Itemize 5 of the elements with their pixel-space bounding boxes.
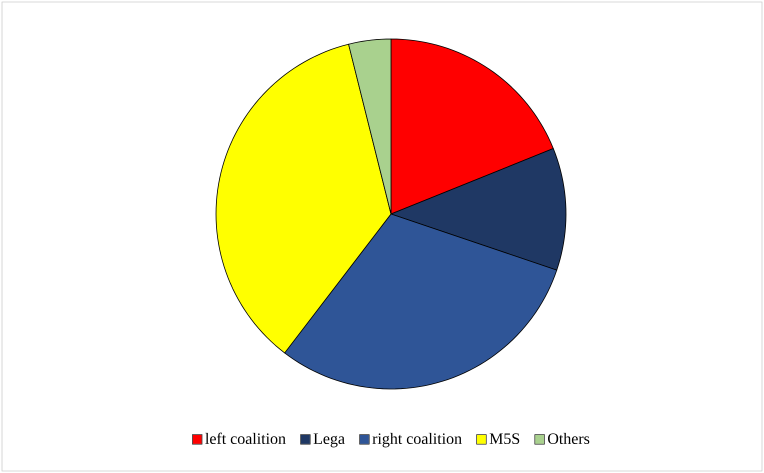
legend-label: M5S — [490, 433, 520, 444]
legend-label: left coalition — [205, 432, 286, 444]
legend-label: Lega — [314, 433, 345, 448]
legend-label: Others — [548, 432, 590, 444]
legend-label: right coalition — [372, 432, 462, 448]
